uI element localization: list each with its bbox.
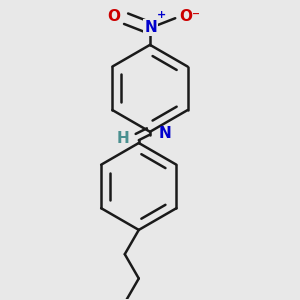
Text: O⁻: O⁻ bbox=[179, 9, 200, 24]
Text: N: N bbox=[159, 126, 172, 141]
Text: +: + bbox=[157, 10, 166, 20]
Text: O: O bbox=[108, 9, 121, 24]
Text: N: N bbox=[145, 20, 157, 35]
Text: H: H bbox=[116, 131, 129, 146]
